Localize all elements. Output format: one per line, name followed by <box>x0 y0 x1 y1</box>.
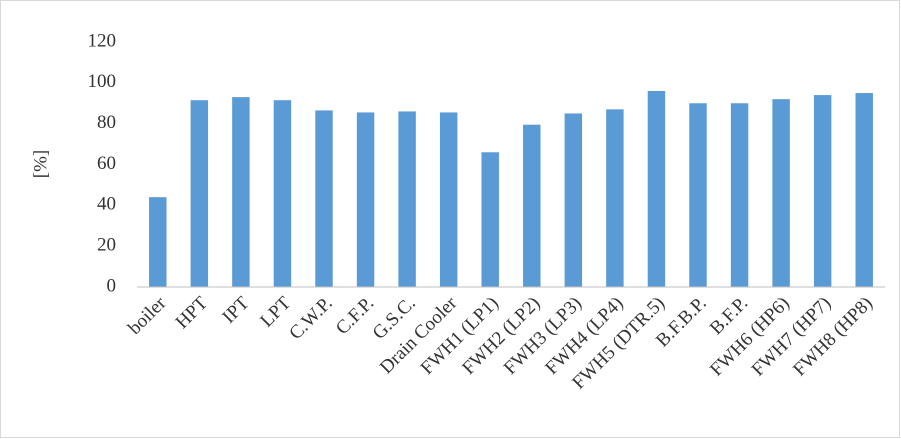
bar <box>855 93 873 288</box>
bar <box>647 91 666 287</box>
bar <box>190 100 209 287</box>
y-tick-label: 40 <box>97 194 116 215</box>
bar <box>315 110 333 287</box>
y-tick-label: 100 <box>88 71 117 92</box>
bar <box>606 109 624 287</box>
bar <box>232 97 250 287</box>
y-tick-label: 80 <box>97 112 116 133</box>
y-tick-label: 20 <box>97 235 116 256</box>
y-tick-label: 120 <box>88 30 117 51</box>
bar <box>730 103 749 287</box>
bar <box>356 112 375 287</box>
bar <box>772 99 790 288</box>
bar <box>523 124 541 287</box>
bar <box>813 95 832 287</box>
bar <box>439 112 458 287</box>
bar <box>689 103 707 287</box>
y-tick-label: 60 <box>97 153 116 174</box>
bar <box>273 100 292 287</box>
bar <box>481 152 499 287</box>
y-tick-label: 0 <box>107 275 117 296</box>
y-axis-label: [%] <box>30 150 51 178</box>
bar <box>398 111 416 288</box>
bar <box>564 113 583 287</box>
bar <box>149 197 167 287</box>
